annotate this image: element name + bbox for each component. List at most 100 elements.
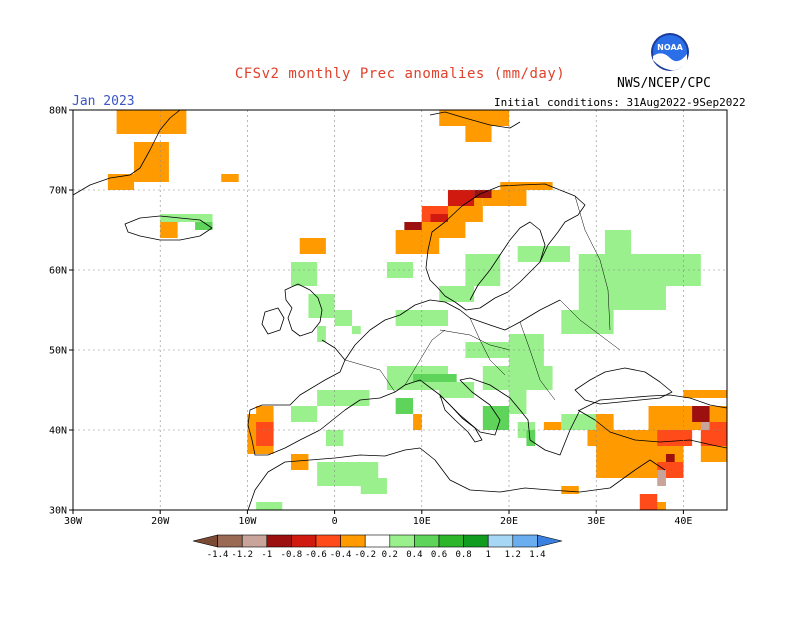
anomaly-cell	[465, 342, 509, 358]
y-tick-label: 50N	[49, 346, 67, 357]
colorbar-label: -0.6	[305, 550, 327, 560]
colorbar-bin	[291, 534, 317, 548]
anomaly-cell	[195, 222, 213, 230]
anomaly-cell	[352, 326, 361, 334]
anomaly-cell	[665, 454, 675, 462]
anomaly-cell	[317, 326, 326, 342]
anomaly-cell	[413, 374, 457, 382]
colorbar	[192, 534, 563, 548]
anomaly-cell	[430, 214, 448, 222]
x-tick-label: 20E	[500, 516, 518, 527]
coastline-turkey	[577, 409, 727, 449]
graticule	[73, 110, 727, 510]
anomaly-cell	[482, 406, 509, 430]
anomaly-cell	[474, 190, 492, 198]
colorbar-label: 1.2	[505, 550, 521, 560]
colorbar-label: -0.8	[281, 550, 303, 560]
anomaly-cell	[160, 214, 213, 222]
anomaly-cell	[639, 494, 658, 510]
initial-conditions: Initial conditions: 31Aug2022-9Sep2022	[494, 96, 746, 109]
forecast-month: Jan 2023	[72, 94, 135, 109]
coastline-north-sea	[344, 299, 561, 361]
map-frame	[72, 109, 728, 511]
coastline-sweden-finland	[469, 221, 546, 301]
anomaly-cell	[395, 398, 414, 414]
x-tick-label: 30W	[64, 516, 83, 527]
colorbar-labels: -1.4 -1.2 -1 -0.8 -0.6 -0.4 -0.2 0.2 0.4 0.6 0.8 1 1…	[207, 550, 546, 560]
colorbar-label: -0.2	[354, 550, 376, 560]
colorbar-label: 1	[485, 550, 490, 560]
anomaly-cell	[561, 486, 579, 494]
anomaly-cell	[526, 430, 536, 446]
colorbar-bin	[217, 534, 243, 548]
coastline-black-sea	[574, 367, 673, 405]
anomaly-cell	[160, 222, 178, 238]
anomaly-cell	[500, 182, 553, 190]
anomaly-cell	[561, 310, 614, 334]
anomaly-cell	[543, 422, 562, 430]
anomaly-cell	[578, 286, 666, 310]
coastline-continent	[247, 339, 727, 456]
colorbar-label: 0.6	[431, 550, 447, 560]
colorbar-bin	[364, 534, 391, 548]
colorbar-bin	[512, 534, 538, 548]
anomaly-cell	[683, 390, 727, 398]
coastline-british-isles	[284, 283, 323, 337]
anomaly-cell	[291, 262, 318, 286]
border-lines	[344, 195, 621, 401]
anomaly-cell	[256, 422, 274, 446]
anomaly-cell	[299, 238, 326, 254]
colorbar-label: -1.4	[207, 550, 229, 560]
anomaly-cell	[509, 390, 527, 414]
anomaly-cell	[291, 406, 318, 422]
coastline-iceland	[124, 215, 213, 241]
colorbar-label: 0.4	[406, 550, 422, 560]
anomaly-cell	[360, 478, 387, 494]
colorbar-bin	[192, 534, 218, 548]
colorbar-bin	[266, 534, 292, 548]
x-tick-label: 10E	[413, 516, 431, 527]
coastline-scandinavia	[425, 183, 586, 311]
anomaly-cell	[604, 230, 632, 254]
coastline-svalbard	[429, 111, 521, 129]
x-tick-label: 20W	[151, 516, 170, 527]
colorbar-label: -1.2	[231, 550, 253, 560]
colorbar-bin	[537, 534, 563, 548]
anomaly-cell	[107, 174, 135, 190]
axis-tick-labels: 30W 20W 10W 0 10E 20E 30E 40E 80N 70N 60N 50N 40N 30N	[49, 106, 692, 528]
coastline-italy	[439, 394, 483, 443]
coastline-north-africa	[247, 447, 666, 510]
anomaly-cell	[561, 414, 597, 430]
anomaly-cell	[657, 470, 666, 486]
anomaly-cell	[221, 174, 239, 182]
anomaly-cell	[134, 142, 169, 182]
anomaly-cell	[317, 390, 370, 406]
colorbar-bin	[389, 534, 415, 548]
anomaly-cell	[465, 126, 492, 142]
colorbar-bin	[315, 534, 341, 548]
anomaly-cell	[413, 414, 422, 430]
coastline-ireland	[261, 307, 285, 335]
anomaly-cell	[439, 286, 475, 302]
colorbar-label: 0.2	[382, 550, 398, 560]
x-tick-label: 10W	[238, 516, 257, 527]
colorbar-label: 0.8	[455, 550, 471, 560]
colorbar-bin	[463, 534, 489, 548]
anomaly-cell	[482, 190, 527, 206]
x-tick-label: 40E	[674, 516, 692, 527]
y-tick-label: 40N	[49, 426, 67, 437]
anomaly-cell	[482, 366, 553, 390]
anomaly-shading	[107, 110, 727, 510]
y-tick-label: 30N	[49, 506, 67, 517]
anomaly-cell	[657, 430, 693, 446]
colorbar-label: 1.4	[529, 550, 545, 560]
anomaly-cell	[447, 190, 475, 206]
anomaly-cell	[291, 454, 309, 470]
org-label: NWS/NCEP/CPC	[617, 76, 711, 91]
colorbar-bin	[340, 534, 366, 548]
y-tick-label: 70N	[49, 186, 67, 197]
anomaly-cell	[439, 110, 509, 126]
axis-ticks	[69, 109, 684, 514]
colorbar-bin	[487, 534, 514, 548]
